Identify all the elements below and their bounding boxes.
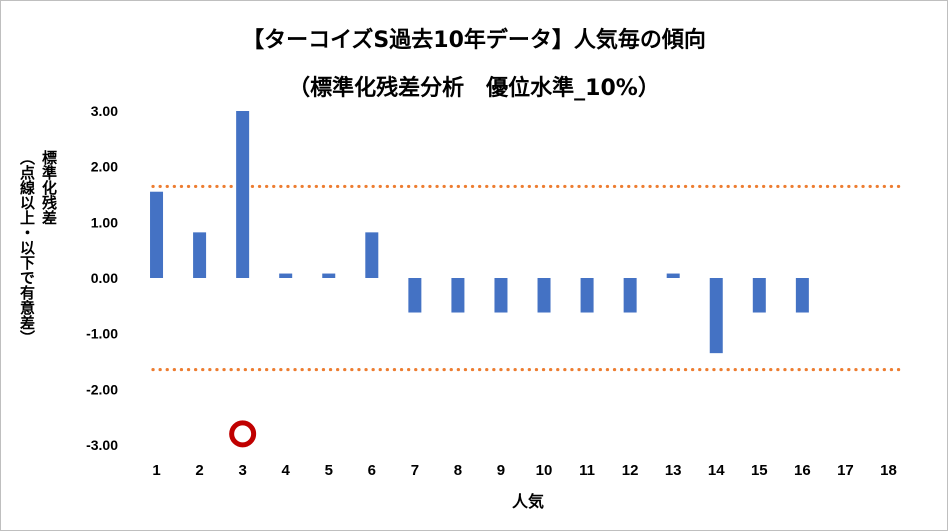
y-tick-label: -3.00 [86,437,118,453]
x-tick-label: 4 [282,462,291,479]
x-tick-label: 1 [152,462,160,479]
bar-2 [193,232,207,278]
y-axis-label-sub: （点線以上・以下で有意差） [18,150,36,345]
x-tick-label: 12 [622,462,639,479]
circle-marker [229,420,257,448]
x-tick-label: 17 [837,462,854,479]
x-tick-label: 8 [454,462,462,479]
bar-12 [623,278,637,313]
bar-11 [580,278,594,313]
bar-15 [752,278,766,313]
x-tick-label: 3 [238,462,246,479]
bar-10 [537,278,551,313]
y-axis-label: 標準化残差 （点線以上・以下で有意差） [8,150,68,410]
bar-1 [150,191,164,278]
x-tick-label: 2 [195,462,203,479]
y-tick-label: -2.00 [86,381,118,397]
x-tick-label: 11 [579,462,595,479]
x-axis-ticks: 1 2 3 4 5 6 7 8 9 10 11 12 13 14 15 16 17 18 [152,462,896,479]
bar-9 [494,278,508,313]
bar-5 [322,273,336,278]
marker-layer [229,420,257,448]
bar-8 [451,278,465,313]
y-tick-label: -1.00 [86,326,118,342]
y-tick-label: 2.00 [91,159,118,175]
y-axis-label-main: 標準化残差 [40,150,58,225]
x-tick-label: 10 [536,462,553,479]
y-axis-ticks: 3.00 2.00 1.00 0.00 -1.00 -2.00 -3.00 [86,103,118,453]
x-tick-label: 18 [880,462,897,479]
x-tick-label: 15 [751,462,768,479]
y-tick-label: 0.00 [91,270,118,286]
bar-14 [709,278,723,354]
bar-13 [666,273,680,278]
x-tick-label: 6 [368,462,376,479]
bar-3 [236,111,250,278]
x-tick-label: 7 [411,462,419,479]
bar-6 [365,232,379,278]
chart-title: 【ターコイズS過去10年データ】人気毎の傾向 [242,28,706,53]
x-axis-label: 人気 [512,492,544,511]
bar-16 [795,278,809,313]
bars [150,111,809,354]
x-tick-label: 9 [497,462,505,479]
bar-4 [279,273,293,278]
x-tick-label: 5 [325,462,333,479]
threshold-lines [151,184,902,372]
x-tick-label: 16 [794,462,811,479]
y-tick-label: 3.00 [91,103,118,119]
bar-7 [408,278,422,313]
x-tick-label: 13 [665,462,682,479]
chart-subtitle: （標準化残差分析 優位水準_10%） [288,76,660,101]
x-tick-label: 14 [708,462,725,479]
y-tick-label: 1.00 [91,214,118,230]
